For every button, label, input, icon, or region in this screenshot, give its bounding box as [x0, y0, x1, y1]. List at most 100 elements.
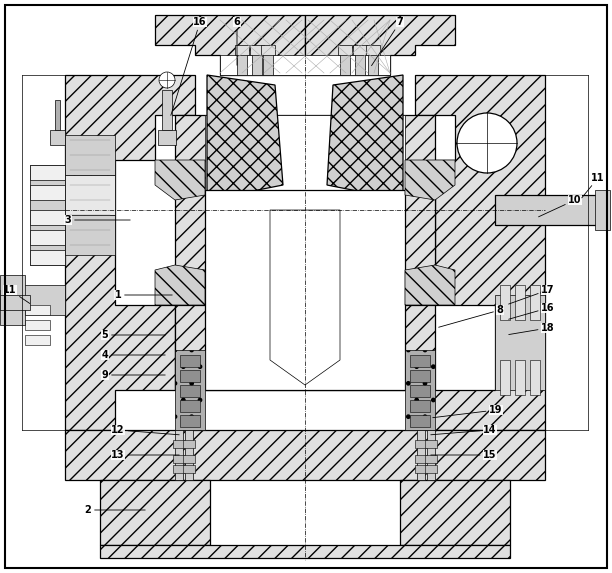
Polygon shape — [515, 285, 525, 320]
Polygon shape — [100, 545, 510, 558]
Text: 4: 4 — [102, 350, 165, 360]
Polygon shape — [410, 400, 430, 412]
Polygon shape — [368, 52, 378, 75]
Polygon shape — [180, 385, 200, 397]
Polygon shape — [500, 285, 510, 320]
Text: 10: 10 — [539, 195, 582, 217]
Polygon shape — [515, 360, 525, 395]
Text: 11: 11 — [3, 285, 30, 304]
Text: 1: 1 — [114, 290, 172, 300]
Polygon shape — [405, 350, 435, 430]
Polygon shape — [180, 400, 200, 412]
Polygon shape — [530, 360, 540, 395]
Text: 17: 17 — [509, 285, 554, 304]
Polygon shape — [0, 290, 10, 310]
Circle shape — [457, 113, 517, 173]
Polygon shape — [425, 440, 437, 448]
Text: 13: 13 — [111, 450, 179, 460]
Polygon shape — [205, 305, 405, 390]
Polygon shape — [175, 115, 435, 305]
Polygon shape — [175, 350, 205, 430]
Polygon shape — [495, 295, 545, 390]
Polygon shape — [410, 415, 430, 427]
Polygon shape — [65, 135, 115, 175]
Polygon shape — [183, 440, 195, 448]
Polygon shape — [237, 52, 247, 75]
Polygon shape — [427, 430, 435, 480]
Polygon shape — [415, 465, 427, 473]
Polygon shape — [495, 195, 600, 225]
Polygon shape — [25, 305, 50, 315]
Polygon shape — [183, 465, 195, 473]
Text: 5: 5 — [102, 330, 165, 340]
Text: 14: 14 — [431, 425, 497, 435]
Polygon shape — [180, 415, 200, 427]
Polygon shape — [415, 455, 427, 463]
Polygon shape — [425, 465, 437, 473]
Polygon shape — [65, 215, 115, 255]
Text: 19: 19 — [433, 405, 502, 418]
Polygon shape — [415, 75, 545, 430]
Polygon shape — [207, 75, 283, 200]
Circle shape — [159, 72, 175, 88]
Polygon shape — [50, 130, 65, 145]
Polygon shape — [183, 455, 195, 463]
Polygon shape — [65, 175, 115, 215]
Polygon shape — [252, 52, 262, 75]
Polygon shape — [205, 115, 405, 190]
Polygon shape — [30, 165, 65, 265]
Text: 7: 7 — [371, 17, 403, 66]
Polygon shape — [417, 430, 425, 480]
Polygon shape — [305, 15, 455, 75]
Polygon shape — [30, 165, 65, 180]
Text: 15: 15 — [431, 450, 497, 460]
Text: 6: 6 — [234, 17, 241, 65]
Polygon shape — [155, 15, 305, 75]
Polygon shape — [158, 130, 176, 145]
Polygon shape — [353, 45, 367, 55]
Text: 9: 9 — [102, 370, 165, 380]
Polygon shape — [180, 355, 200, 367]
Polygon shape — [500, 360, 510, 395]
Polygon shape — [366, 45, 380, 55]
Polygon shape — [30, 185, 65, 200]
Text: 12: 12 — [111, 425, 179, 435]
Polygon shape — [65, 430, 545, 480]
Polygon shape — [415, 440, 427, 448]
Polygon shape — [327, 75, 403, 200]
Polygon shape — [180, 370, 200, 382]
Polygon shape — [261, 45, 275, 55]
Polygon shape — [173, 465, 185, 473]
Polygon shape — [270, 210, 340, 385]
Polygon shape — [205, 190, 405, 390]
Polygon shape — [410, 370, 430, 382]
Polygon shape — [338, 45, 352, 55]
Polygon shape — [25, 335, 50, 345]
Text: 8: 8 — [439, 305, 504, 327]
Polygon shape — [173, 455, 185, 463]
Text: 16: 16 — [509, 303, 554, 319]
Polygon shape — [185, 430, 193, 480]
Polygon shape — [355, 52, 365, 75]
Polygon shape — [100, 480, 210, 545]
Polygon shape — [155, 265, 205, 305]
Polygon shape — [175, 305, 435, 390]
Polygon shape — [263, 52, 273, 75]
Polygon shape — [250, 45, 264, 55]
Polygon shape — [30, 210, 65, 225]
Polygon shape — [410, 385, 430, 397]
Polygon shape — [155, 160, 205, 200]
Polygon shape — [25, 320, 50, 330]
Text: 2: 2 — [84, 505, 145, 515]
Polygon shape — [410, 355, 430, 367]
Text: 16: 16 — [171, 17, 207, 115]
Polygon shape — [400, 480, 510, 545]
Polygon shape — [30, 230, 65, 245]
Polygon shape — [65, 75, 195, 430]
Polygon shape — [173, 440, 185, 448]
Text: 18: 18 — [509, 323, 555, 335]
Polygon shape — [55, 100, 60, 130]
Polygon shape — [595, 190, 610, 230]
Text: 3: 3 — [65, 215, 130, 225]
Text: 11: 11 — [582, 173, 605, 198]
